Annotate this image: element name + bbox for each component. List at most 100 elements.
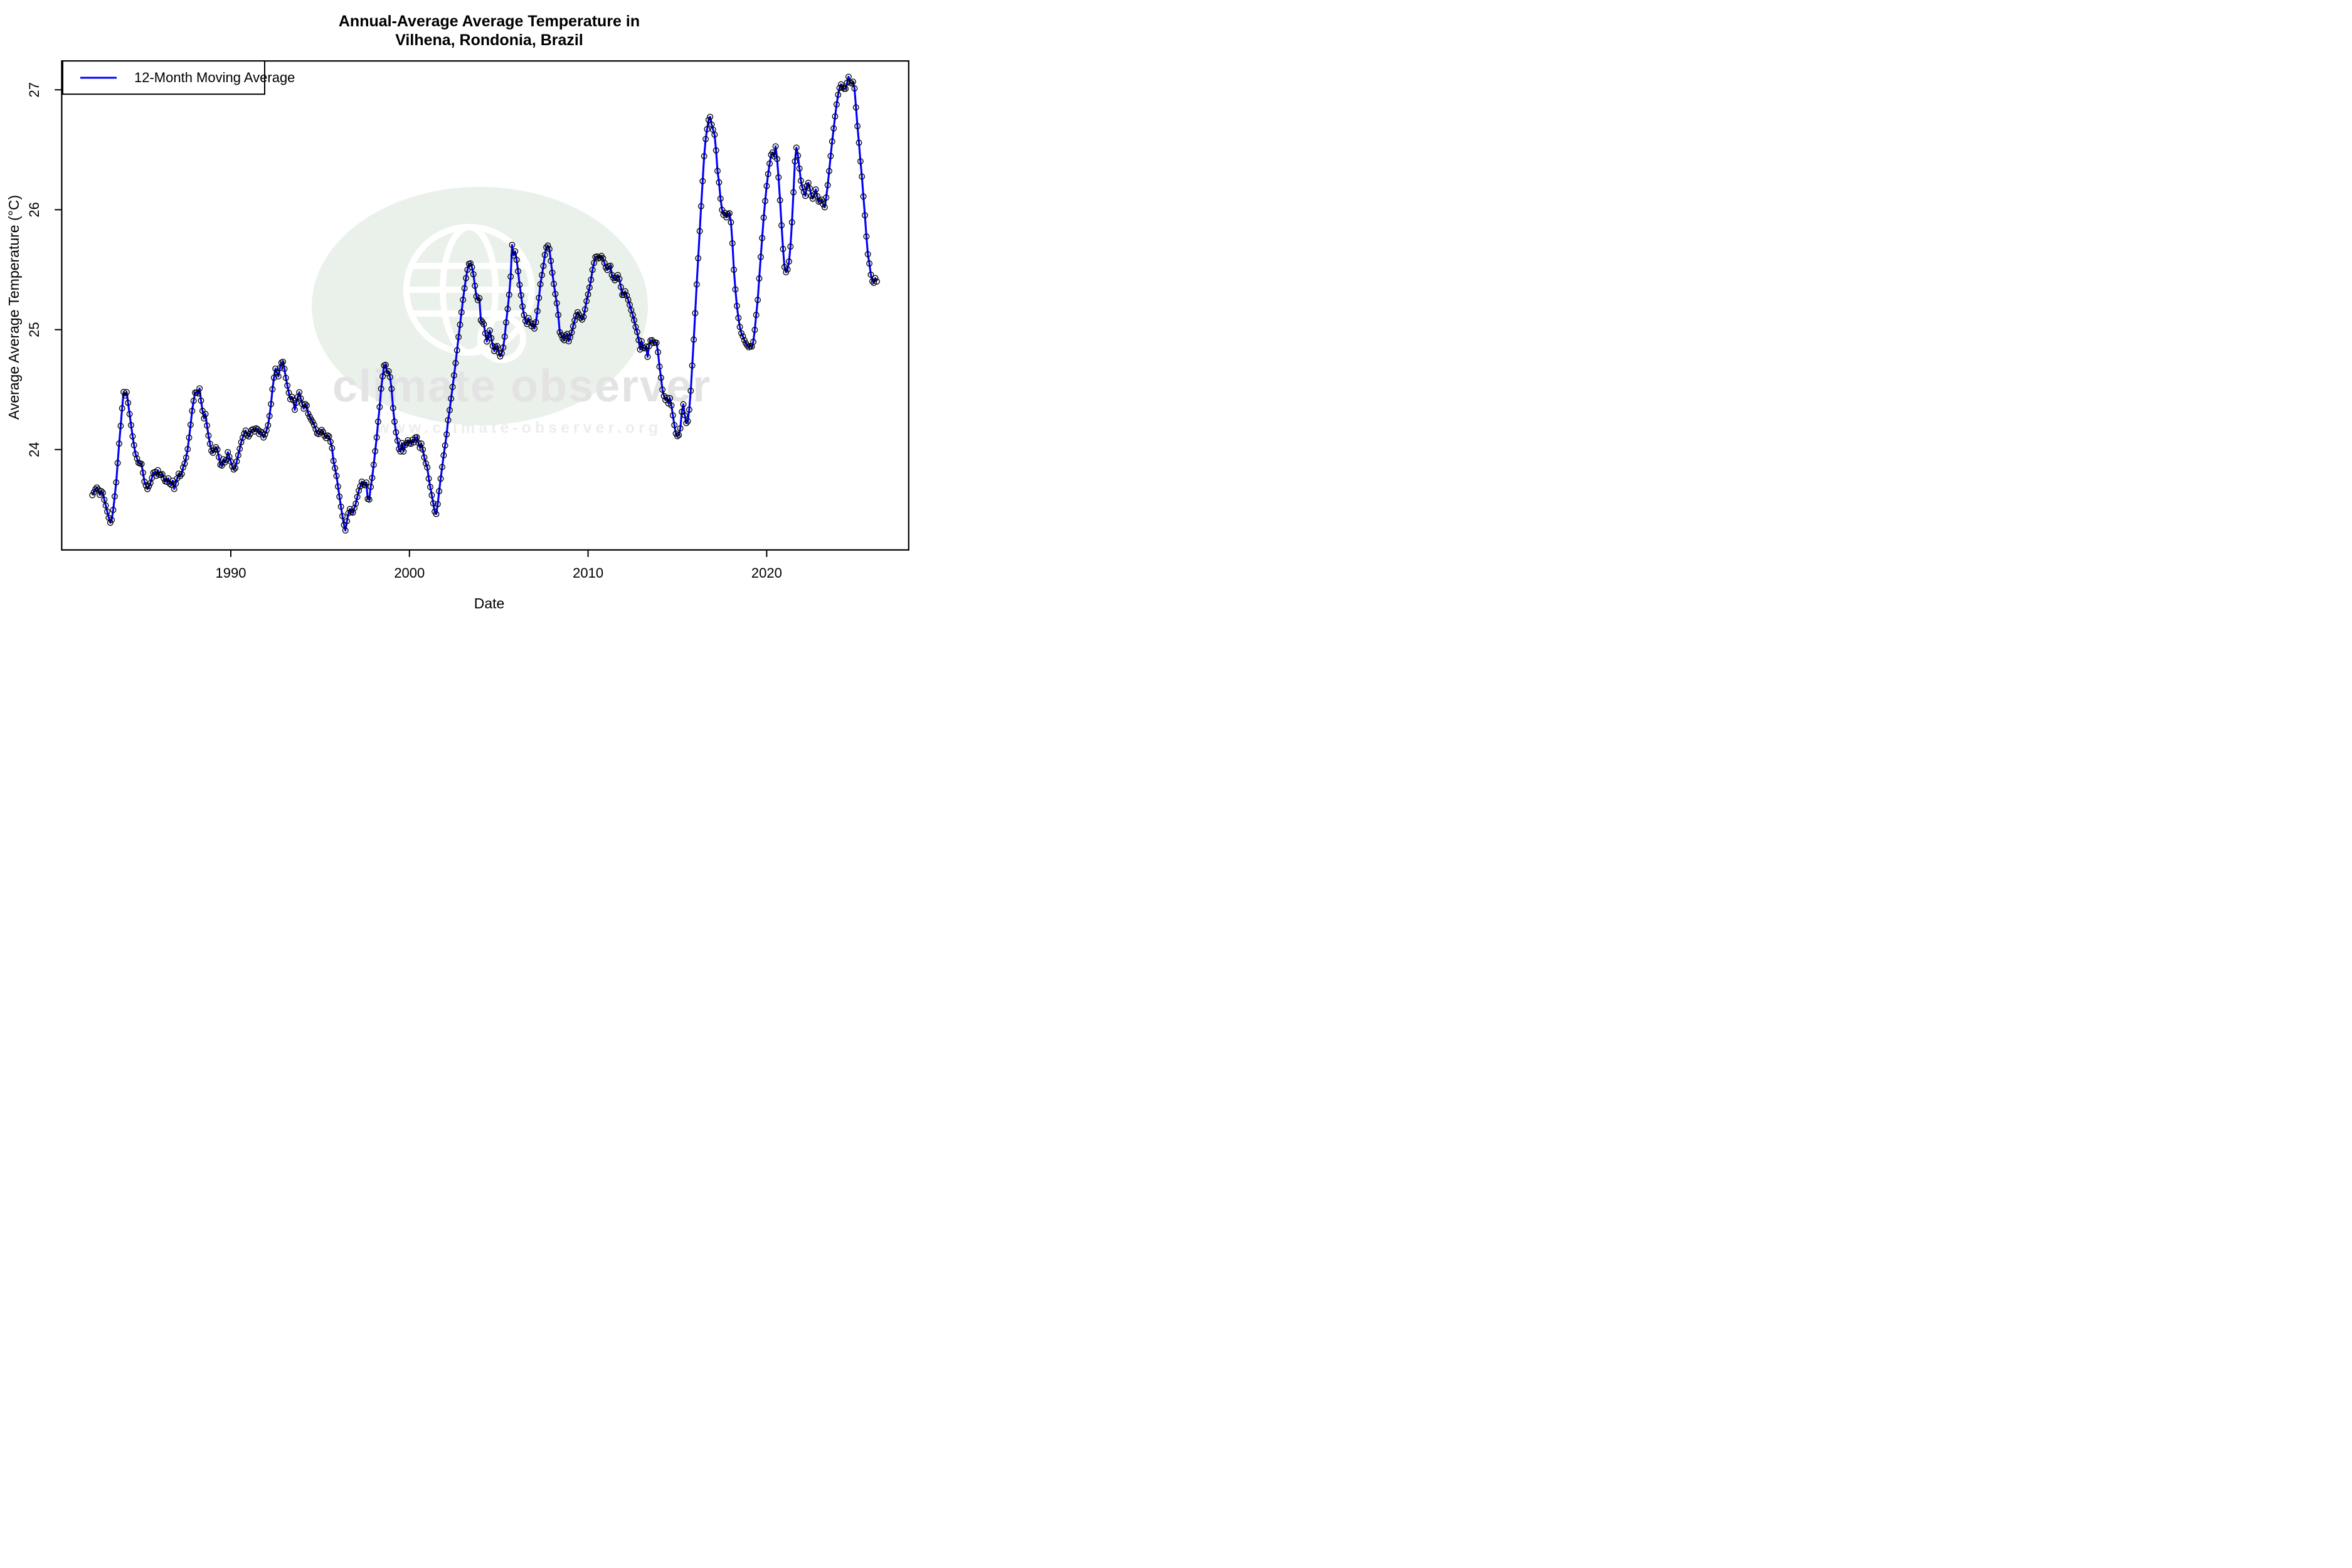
- data-point-marker: [712, 147, 719, 154]
- data-point-marker: [280, 358, 287, 365]
- data-point-marker: [509, 241, 516, 248]
- data-point-marker: [281, 366, 288, 372]
- data-point-marker: [329, 445, 336, 452]
- data-point-marker: [114, 460, 121, 467]
- data-point-marker: [832, 113, 839, 120]
- data-point-marker: [774, 156, 780, 162]
- data-point-marker: [368, 484, 374, 490]
- data-point-marker: [153, 472, 160, 479]
- data-point-marker: [181, 460, 188, 467]
- data-point-marker: [469, 264, 475, 271]
- data-point-marker: [517, 292, 524, 299]
- data-point-marker: [339, 512, 346, 519]
- data-point-marker: [552, 290, 559, 297]
- data-point-marker: [866, 260, 873, 267]
- data-point-marker: [755, 297, 761, 304]
- data-point-marker: [320, 428, 327, 435]
- data-point-marker: [285, 389, 292, 396]
- data-point-marker: [702, 135, 709, 142]
- data-point-marker: [451, 372, 457, 379]
- data-point-marker: [336, 493, 343, 500]
- data-point-marker: [565, 338, 572, 345]
- data-point-marker: [297, 395, 304, 402]
- data-point-marker: [704, 125, 711, 132]
- data-point-marker: [430, 500, 437, 507]
- data-point-marker: [823, 194, 830, 201]
- data-point-marker: [692, 310, 699, 317]
- data-point-marker: [824, 182, 831, 189]
- data-point-marker: [378, 385, 384, 392]
- data-point-marker: [820, 201, 827, 208]
- data-point-marker: [452, 359, 459, 366]
- data-point-marker: [660, 393, 667, 400]
- data-point-marker: [790, 189, 797, 196]
- data-point-marker: [369, 474, 376, 481]
- data-point-marker: [838, 81, 844, 88]
- data-point-marker: [208, 447, 215, 454]
- data-point-marker: [760, 215, 767, 221]
- watermark-url: www.climate-observer.org: [376, 419, 662, 437]
- data-point-marker: [205, 432, 212, 439]
- data-point-marker: [363, 479, 369, 486]
- data-point-marker: [645, 342, 652, 349]
- data-point-marker: [633, 329, 640, 336]
- data-point-marker: [277, 364, 283, 371]
- data-point-marker: [589, 267, 596, 273]
- data-point-marker: [436, 488, 443, 495]
- data-point-marker: [111, 493, 118, 500]
- data-point-marker: [671, 421, 678, 428]
- data-point-marker: [439, 464, 445, 470]
- data-point-marker: [613, 275, 620, 282]
- data-point-marker: [872, 275, 879, 282]
- data-point-marker: [847, 79, 854, 86]
- data-point-marker: [711, 131, 718, 138]
- data-point-marker: [446, 406, 453, 413]
- data-point-marker: [467, 260, 474, 267]
- data-point-marker: [242, 427, 249, 434]
- x-axis-title: Date: [474, 595, 505, 612]
- data-point-marker: [424, 464, 431, 471]
- data-point-marker: [581, 306, 588, 313]
- data-point-marker: [294, 393, 301, 400]
- data-point-marker: [827, 152, 834, 159]
- data-point-marker: [352, 500, 359, 507]
- data-point-marker: [236, 445, 243, 452]
- data-point-marker: [385, 368, 392, 374]
- data-point-marker: [476, 295, 483, 302]
- data-point-marker: [780, 246, 787, 252]
- data-point-marker: [193, 389, 200, 396]
- data-point-marker: [273, 369, 280, 376]
- data-point-marker: [360, 481, 367, 488]
- data-point-marker: [317, 428, 324, 435]
- data-point-marker: [422, 460, 429, 467]
- data-point-marker: [836, 85, 843, 92]
- data-point-marker: [751, 327, 758, 333]
- data-point-marker: [443, 431, 450, 438]
- data-point-marker: [507, 273, 514, 280]
- data-point-marker: [312, 426, 319, 433]
- data-point-marker: [732, 286, 739, 293]
- data-point-marker: [856, 139, 862, 146]
- data-point-marker: [177, 472, 184, 479]
- data-point-marker: [492, 344, 499, 351]
- data-point-marker: [125, 400, 132, 406]
- data-point-marker: [122, 392, 129, 399]
- data-point-marker: [766, 160, 773, 167]
- data-point-marker: [102, 502, 109, 509]
- data-point-marker: [591, 260, 598, 267]
- data-point-marker: [756, 275, 763, 282]
- data-point-marker: [482, 330, 489, 337]
- data-point-marker: [425, 475, 432, 482]
- data-point-marker: [516, 282, 523, 289]
- data-point-marker: [309, 418, 316, 425]
- data-point-marker: [716, 179, 723, 186]
- data-point-marker: [354, 494, 361, 501]
- data-point-marker: [427, 484, 433, 490]
- data-point-marker: [266, 413, 273, 420]
- data-point-marker: [180, 464, 186, 471]
- y-axis-tick-label: 24: [26, 442, 42, 457]
- data-point-marker: [620, 292, 627, 298]
- data-point-marker: [724, 211, 731, 218]
- data-point-marker: [668, 402, 675, 409]
- data-point-marker: [253, 425, 260, 432]
